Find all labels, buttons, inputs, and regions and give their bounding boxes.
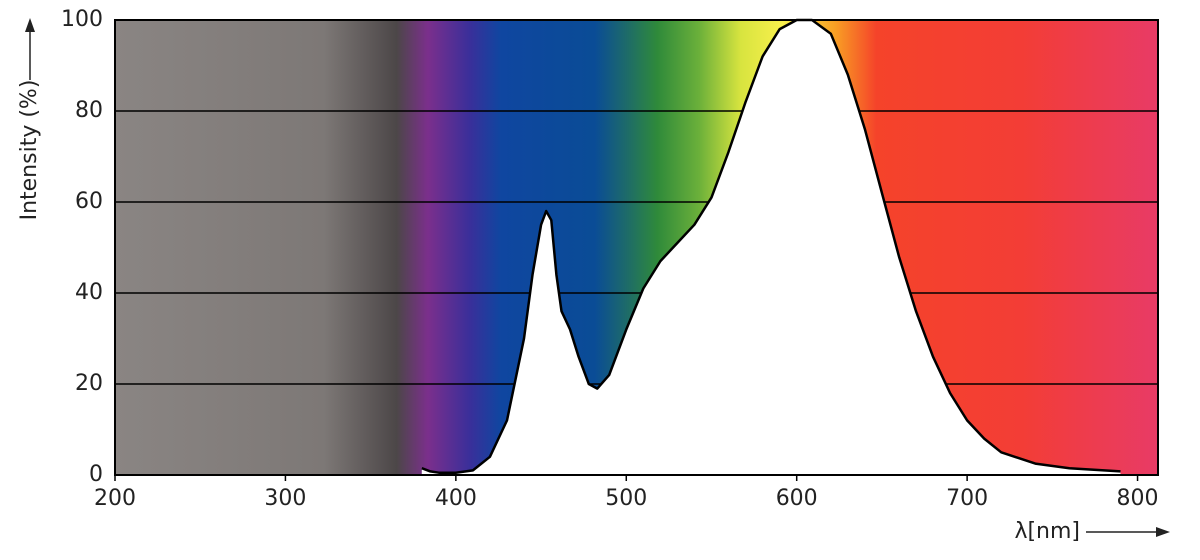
x-tick-label: 600: [776, 486, 818, 511]
x-tick-label: 200: [94, 486, 136, 511]
x-arrow-head: [1156, 527, 1170, 537]
y-tick-label: 60: [75, 189, 103, 214]
x-tick-label: 500: [605, 486, 647, 511]
y-tick-label: 40: [75, 280, 103, 305]
y-axis-label: Intensity (%): [17, 80, 42, 221]
x-tick-label: 400: [435, 486, 477, 511]
y-tick-label: 0: [89, 462, 103, 487]
spectrum-line: [421, 18, 1121, 474]
plot-frame: [114, 19, 1159, 476]
plot: [421, 18, 1121, 475]
area-fill: [421, 20, 1121, 475]
x-axis-label: λ[nm]: [1014, 519, 1080, 544]
y-tick-label: 100: [61, 7, 103, 32]
y-tick-label: 20: [75, 371, 103, 396]
x-tick-label: 800: [1117, 486, 1159, 511]
x-tick-label: 300: [264, 486, 306, 511]
y-arrow-head: [25, 18, 35, 32]
y-tick-label: 80: [75, 98, 103, 123]
x-tick-label: 700: [946, 486, 988, 511]
